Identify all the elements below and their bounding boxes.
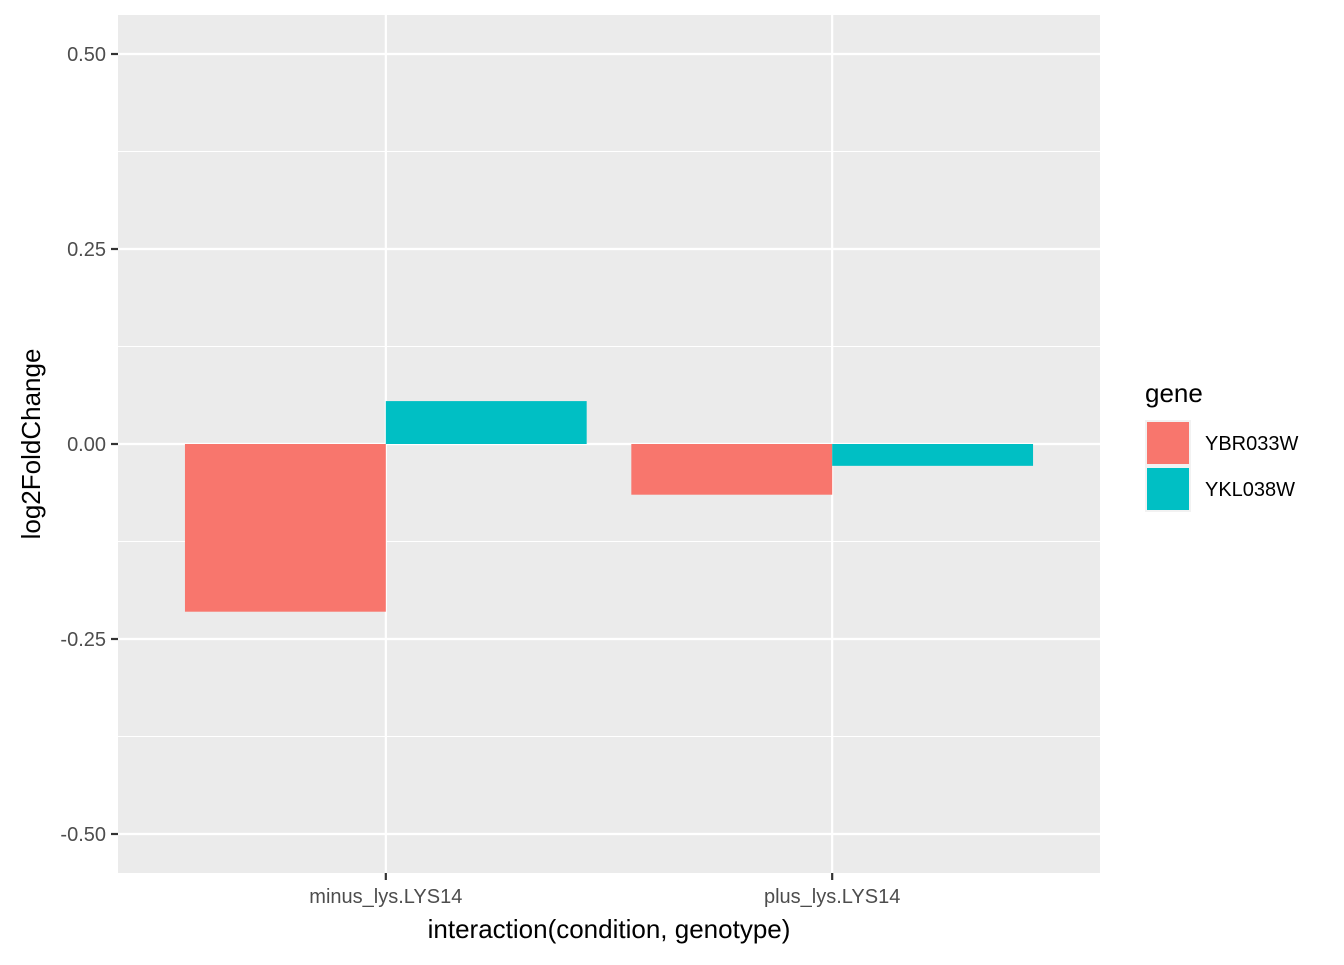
x-axis: minus_lys.LYS14 plus_lys.LYS14 [309, 873, 900, 908]
legend-label: YBR033W [1205, 433, 1298, 455]
y-tick-label: -0.25 [60, 629, 106, 651]
legend: gene YBR033W YKL038W [1145, 378, 1298, 512]
bar-ykl038w-minus-lys-lys14 [385, 401, 587, 444]
legend-title: gene [1145, 378, 1203, 408]
y-tick-label: 0.50 [67, 44, 106, 66]
y-axis: -0.50 -0.25 0.00 0.25 0.50 [60, 44, 118, 846]
bar-ykl038w-plus-lys-lys14 [832, 444, 1034, 466]
bar-ybr033w-minus-lys-lys14 [184, 444, 386, 612]
y-tick-label: -0.50 [60, 824, 106, 846]
y-tick-label: 0.25 [67, 239, 106, 261]
bar-ybr033w-plus-lys-lys14 [631, 444, 833, 495]
y-axis-title: log2FoldChange [16, 349, 46, 540]
legend-swatch [1147, 422, 1189, 464]
x-tick-label: minus_lys.LYS14 [309, 886, 462, 908]
legend-swatch [1147, 468, 1189, 510]
y-tick-label: 0.00 [67, 434, 106, 456]
bars-group [184, 401, 1034, 612]
x-axis-title: interaction(condition, genotype) [428, 914, 791, 944]
legend-label: YKL038W [1205, 479, 1295, 501]
x-tick-label: plus_lys.LYS14 [764, 886, 900, 908]
